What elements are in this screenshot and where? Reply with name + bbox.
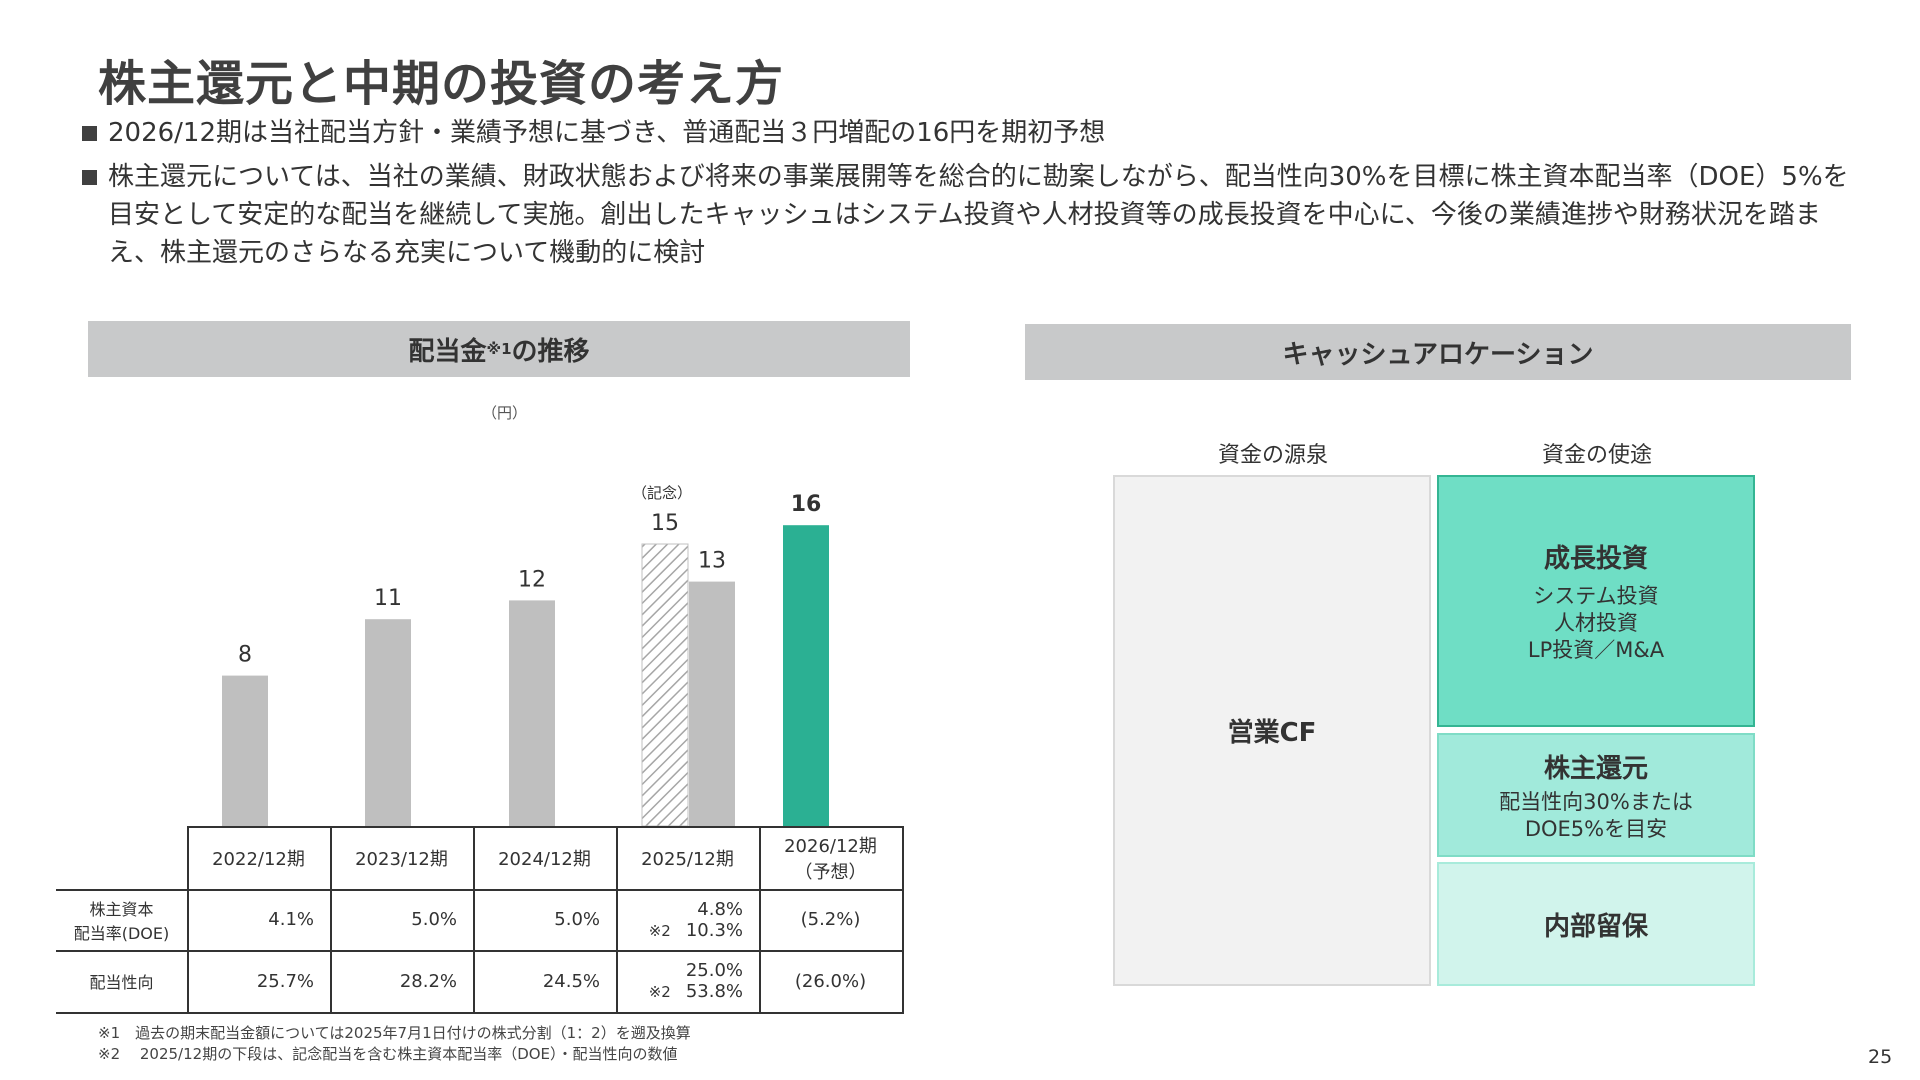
table-header-cell: 2024/12期: [473, 826, 616, 889]
dividend-header-main: 配当金: [408, 336, 487, 367]
use-of-funds-label: 資金の使途: [1541, 443, 1652, 468]
footnote-2: ※2 2025/12期の下段は、記念配当を含む株主資本配当率（DOE）・配当性向…: [98, 1045, 678, 1063]
operating-cf-label: 営業CF: [1227, 718, 1317, 748]
page-title: 株主還元と中期の投資の考え方: [98, 56, 785, 112]
table-rule: [56, 950, 904, 952]
table-value-cell: (26.0%): [794, 970, 867, 992]
operating-cf-box: 営業CF: [1113, 475, 1431, 986]
bullet-text: 2026/12期は当社配当方針・業績予想に基づき、普通配当３円増配の16円を期初…: [108, 118, 1106, 148]
table-column-rule: [616, 826, 618, 1012]
growth-investment-box: 成長投資 システム投資 人材投資 LP投資／M&A: [1437, 475, 1755, 727]
footnote-1: ※1 過去の期末配当金額については2025年7月1日付けの株式分割（1：2）を遡…: [98, 1024, 691, 1042]
table-value: 25.0%: [685, 960, 743, 981]
table-value-cell: 24.5%: [542, 970, 600, 992]
dividend-value-label: 13: [698, 549, 726, 574]
bullet-return-policy: 株主還元については、当社の業績、財政状態および将来の事業展開等を総合的に勘案しな…: [82, 158, 1872, 272]
dividend-header-tail: の推移: [511, 336, 590, 367]
table-row-label-text: 株主資本: [89, 899, 154, 919]
table-column-rule: [473, 826, 475, 1012]
dividend-panel-header: 配当金 ※1 の推移: [88, 321, 910, 377]
table-value-cell: 28.2%: [399, 970, 457, 992]
table-header-label: 2025/12期: [641, 848, 734, 870]
dividend-value-label: 8: [238, 643, 252, 668]
table-value-cell: 5.0%: [554, 909, 600, 930]
dividend-bar: [222, 675, 268, 826]
cash-allocation-header: キャッシュアロケーション: [1025, 324, 1851, 380]
table-value: 4.8%: [697, 898, 743, 920]
table-header-cell: 2025/12期: [616, 826, 759, 889]
retained-earnings-heading: 内部留保: [1543, 911, 1648, 942]
shareholder-return-box: 株主還元 配当性向30%または DOE5%を目安: [1437, 733, 1755, 857]
dividend-value-label: 16: [791, 492, 822, 517]
table-value-cell: (5.2%): [800, 909, 861, 930]
commemorative-note-label: （記念）: [632, 484, 692, 502]
commemorative-dividend-bar: [641, 543, 689, 827]
growth-investment-item: システム投資: [1533, 584, 1659, 608]
cash-allocation-title: キャッシュアロケーション: [1282, 339, 1594, 370]
table-value-cell: 5.0%: [411, 909, 457, 930]
table-note-number: 53.8%: [685, 981, 743, 1002]
dividend-bar: [689, 581, 735, 826]
table-header-sublabel: （予想）: [794, 861, 867, 883]
table-note-mark: ※2: [648, 921, 686, 940]
growth-investment-item: 人材投資: [1553, 611, 1638, 635]
table-value-cell: 4.8% ※2 10.3%: [616, 889, 759, 950]
table-note-value: ※2 53.8%: [649, 981, 743, 1002]
dividend-value-label: 12: [518, 567, 546, 592]
page-number: 25: [1868, 1046, 1893, 1068]
chart-unit-label: （円）: [482, 404, 528, 422]
table-column-rule: [759, 826, 761, 1012]
table-header-cell: 2022/12期: [187, 826, 330, 889]
table-rule: [56, 889, 904, 891]
table-bottom-rule: [56, 1012, 904, 1014]
shareholder-return-item: DOE5%を目安: [1524, 816, 1668, 841]
table-column-rule: [187, 826, 189, 1012]
table-column-rule: [330, 826, 332, 1012]
bullet-text: 株主還元については、当社の業績、財政状態および将来の事業展開等を総合的に勘案しな…: [108, 162, 1849, 268]
table-value-cell: 25.7%: [256, 970, 314, 992]
table-value-cell: 4.1%: [268, 909, 314, 930]
dividend-bar: [509, 600, 555, 826]
source-of-funds-label: 資金の源泉: [1217, 443, 1328, 468]
bullet-dividend-forecast: 2026/12期は当社配当方針・業績予想に基づき、普通配当３円増配の16円を期初…: [82, 114, 1862, 152]
dividend-bar: [783, 525, 829, 826]
table-row-label-text: 配当率(DOE): [73, 923, 170, 943]
table-header-cell: 2023/12期: [330, 826, 473, 889]
table-note-number: 10.3%: [685, 919, 743, 941]
table-header-cell: 2026/12期 （予想）: [759, 826, 902, 889]
bullet-square-icon: [82, 158, 108, 272]
dividend-value-label: 11: [374, 586, 402, 611]
table-note-mark: ※2: [648, 983, 686, 1001]
table-row-label: 株主資本配当率(DOE): [56, 889, 187, 950]
table-header-label: 2024/12期: [498, 848, 591, 870]
table-top-rule: [187, 826, 904, 828]
shareholder-return-item: 配当性向30%または: [1499, 789, 1693, 814]
table-column-rule: [902, 826, 904, 1012]
table-value-cell: 25.0% ※2 53.8%: [616, 950, 759, 1012]
dividend-header-note-mark: ※1: [486, 340, 512, 358]
table-header-label: 2023/12期: [355, 848, 448, 870]
table-header-label: 2026/12期: [784, 835, 877, 857]
table-note-value: ※2 10.3%: [649, 920, 743, 941]
growth-investment-item: LP投資／M&A: [1527, 638, 1665, 662]
retained-earnings-box: 内部留保: [1437, 862, 1755, 986]
shareholder-return-heading: 株主還元: [1543, 753, 1648, 784]
commemorative-value-label: 15: [651, 511, 679, 536]
table-row-label-text: 配当性向: [89, 973, 154, 992]
dividend-bar: [365, 619, 411, 826]
table-header-label: 2022/12期: [212, 848, 305, 870]
bullet-square-icon: [82, 114, 108, 152]
table-row-label: 配当性向: [56, 950, 187, 1012]
growth-investment-heading: 成長投資: [1543, 544, 1648, 574]
